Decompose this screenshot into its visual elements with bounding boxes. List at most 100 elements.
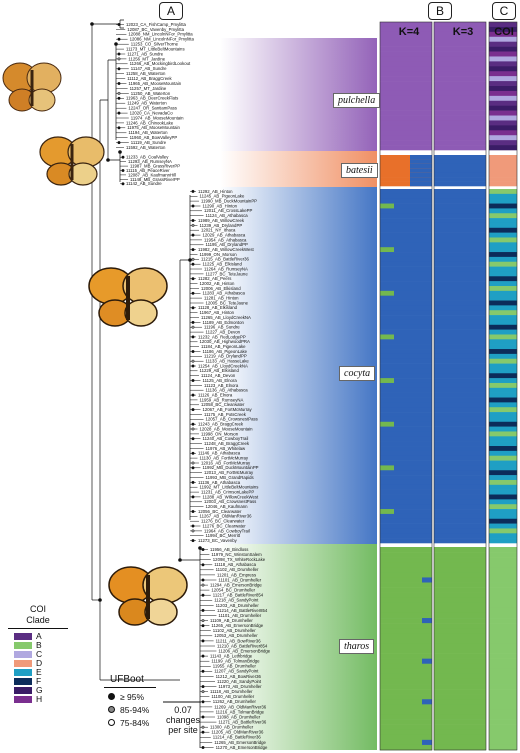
k4-bar [380,378,432,384]
k3-bar [434,310,486,316]
tip-label: 11979_NC_WinstonSalem [211,552,262,557]
tip-label: 11248_AB_BraggCreek [204,441,250,446]
coi-bar [489,105,517,111]
coi-bar [489,218,517,224]
coi-bar [489,100,517,106]
ufboot-node-dot [117,57,121,61]
k3-bar [434,658,486,665]
coi-bar [489,71,517,77]
k4-bar [380,198,432,204]
k4-bar [380,538,432,544]
coi-bar [489,397,517,403]
k4-bar [380,22,432,28]
tip-label: 12003_AB_CrowsnestPass [204,499,256,504]
k4-bar [380,602,432,609]
tip-label: 12021_NY_Ithaca [201,228,236,233]
k4-bar [380,358,432,364]
ufboot-node-dot [191,408,195,412]
k4-bar [380,105,432,111]
ufboot-node-dot [201,685,205,689]
k4-bar [380,633,432,639]
k3-bar [434,281,486,287]
k4-bar [380,724,432,731]
ufboot-node-dot [201,725,205,729]
ufboot-node-dot [191,393,195,397]
k4-bar [380,56,432,62]
coi-legend-swatch [14,642,32,649]
k3-bar [434,232,486,238]
coi-bar [489,66,517,72]
coi-legend-item: H [14,695,68,704]
k4-bar [380,387,432,393]
k3-bar [434,552,486,558]
k4-bar [380,145,432,151]
k3-bar [434,208,486,214]
ufboot-node-dot [201,583,205,587]
coi-bar [489,120,517,126]
k4-bar [380,61,432,67]
k3-bar [434,115,486,121]
coi-bar [489,470,517,476]
coi-bar [489,475,517,481]
tip-label: 11269_AB_OldManRiver36 [214,704,267,709]
coi-bar [489,494,517,500]
k4-bar [380,227,432,233]
tip-label: 11976_AB_Whitelaw [206,446,246,451]
k4-bar [380,71,432,77]
ufboot-node-dot [191,437,195,441]
tip-label: 11102_AB_Drumheller [213,628,256,633]
tip-label: 12247_OR_SantiamPass [128,106,177,111]
coi-legend-letter: D [36,658,43,668]
k4-bar [380,392,432,398]
k3-bar [434,213,486,219]
scale-bar-value: 0.07 [174,705,192,715]
k4-bar-admix [422,577,432,583]
panel-a-label: A [159,2,183,20]
k3-bar [434,285,486,292]
ufboot-legend-item: ≥ 95% [104,690,164,703]
k4-bar [380,222,432,229]
clade-tag-batesii: batesii [341,163,378,178]
coi-bar [489,300,517,306]
ufboot-legend-item: 75-84% [104,716,164,729]
k3-bar [434,689,486,695]
k4-bar-admix [410,172,432,178]
coi-bar [489,592,517,599]
phylogenetic-tree [91,19,201,748]
k3-bar [434,479,486,486]
k4-bar [380,110,432,116]
tip-label: 11101_AB_Drumheller [218,577,261,582]
coi-bar [489,407,517,413]
k4-bar [380,344,432,350]
k4-bar [380,552,432,558]
tip-label: 11112_AB_BraggCreek [127,76,172,81]
k4-bar [380,460,432,466]
tip-label: 11973_AB_Drumheller [218,684,262,689]
coi-bar [489,587,517,593]
coi-bar [489,684,517,690]
k4-bar [380,592,432,599]
tip-label: 11119_AB_Sundre [131,140,167,145]
k4-bar [380,523,432,529]
tip-label: 11128_AB_Elkisland [198,305,238,310]
k4-bar [380,168,432,174]
tip-label: 11265_AB_EmersonBridge [211,623,263,628]
k3-bar [434,177,486,182]
tip-label: 11100_AB_Drumheller [211,694,254,699]
coi-bar [489,739,517,746]
coi-bar [489,607,517,614]
coi-bar [489,623,517,629]
k3-bar [434,633,486,639]
tip-label: 11967_AB_Hinton [200,310,235,315]
coi-bar [489,266,517,272]
k4-bar-admix [410,159,432,165]
coi-bar [489,431,517,437]
k4-bar [380,86,432,92]
k4-bar [380,252,432,258]
k4-bar [380,577,432,583]
k4-bar [380,300,432,306]
tip-label: 11214_AB_BattleRiver854 [217,608,268,613]
coi-bar [489,714,517,720]
coi-bar [489,76,517,82]
coi-legend-swatch [14,678,32,685]
